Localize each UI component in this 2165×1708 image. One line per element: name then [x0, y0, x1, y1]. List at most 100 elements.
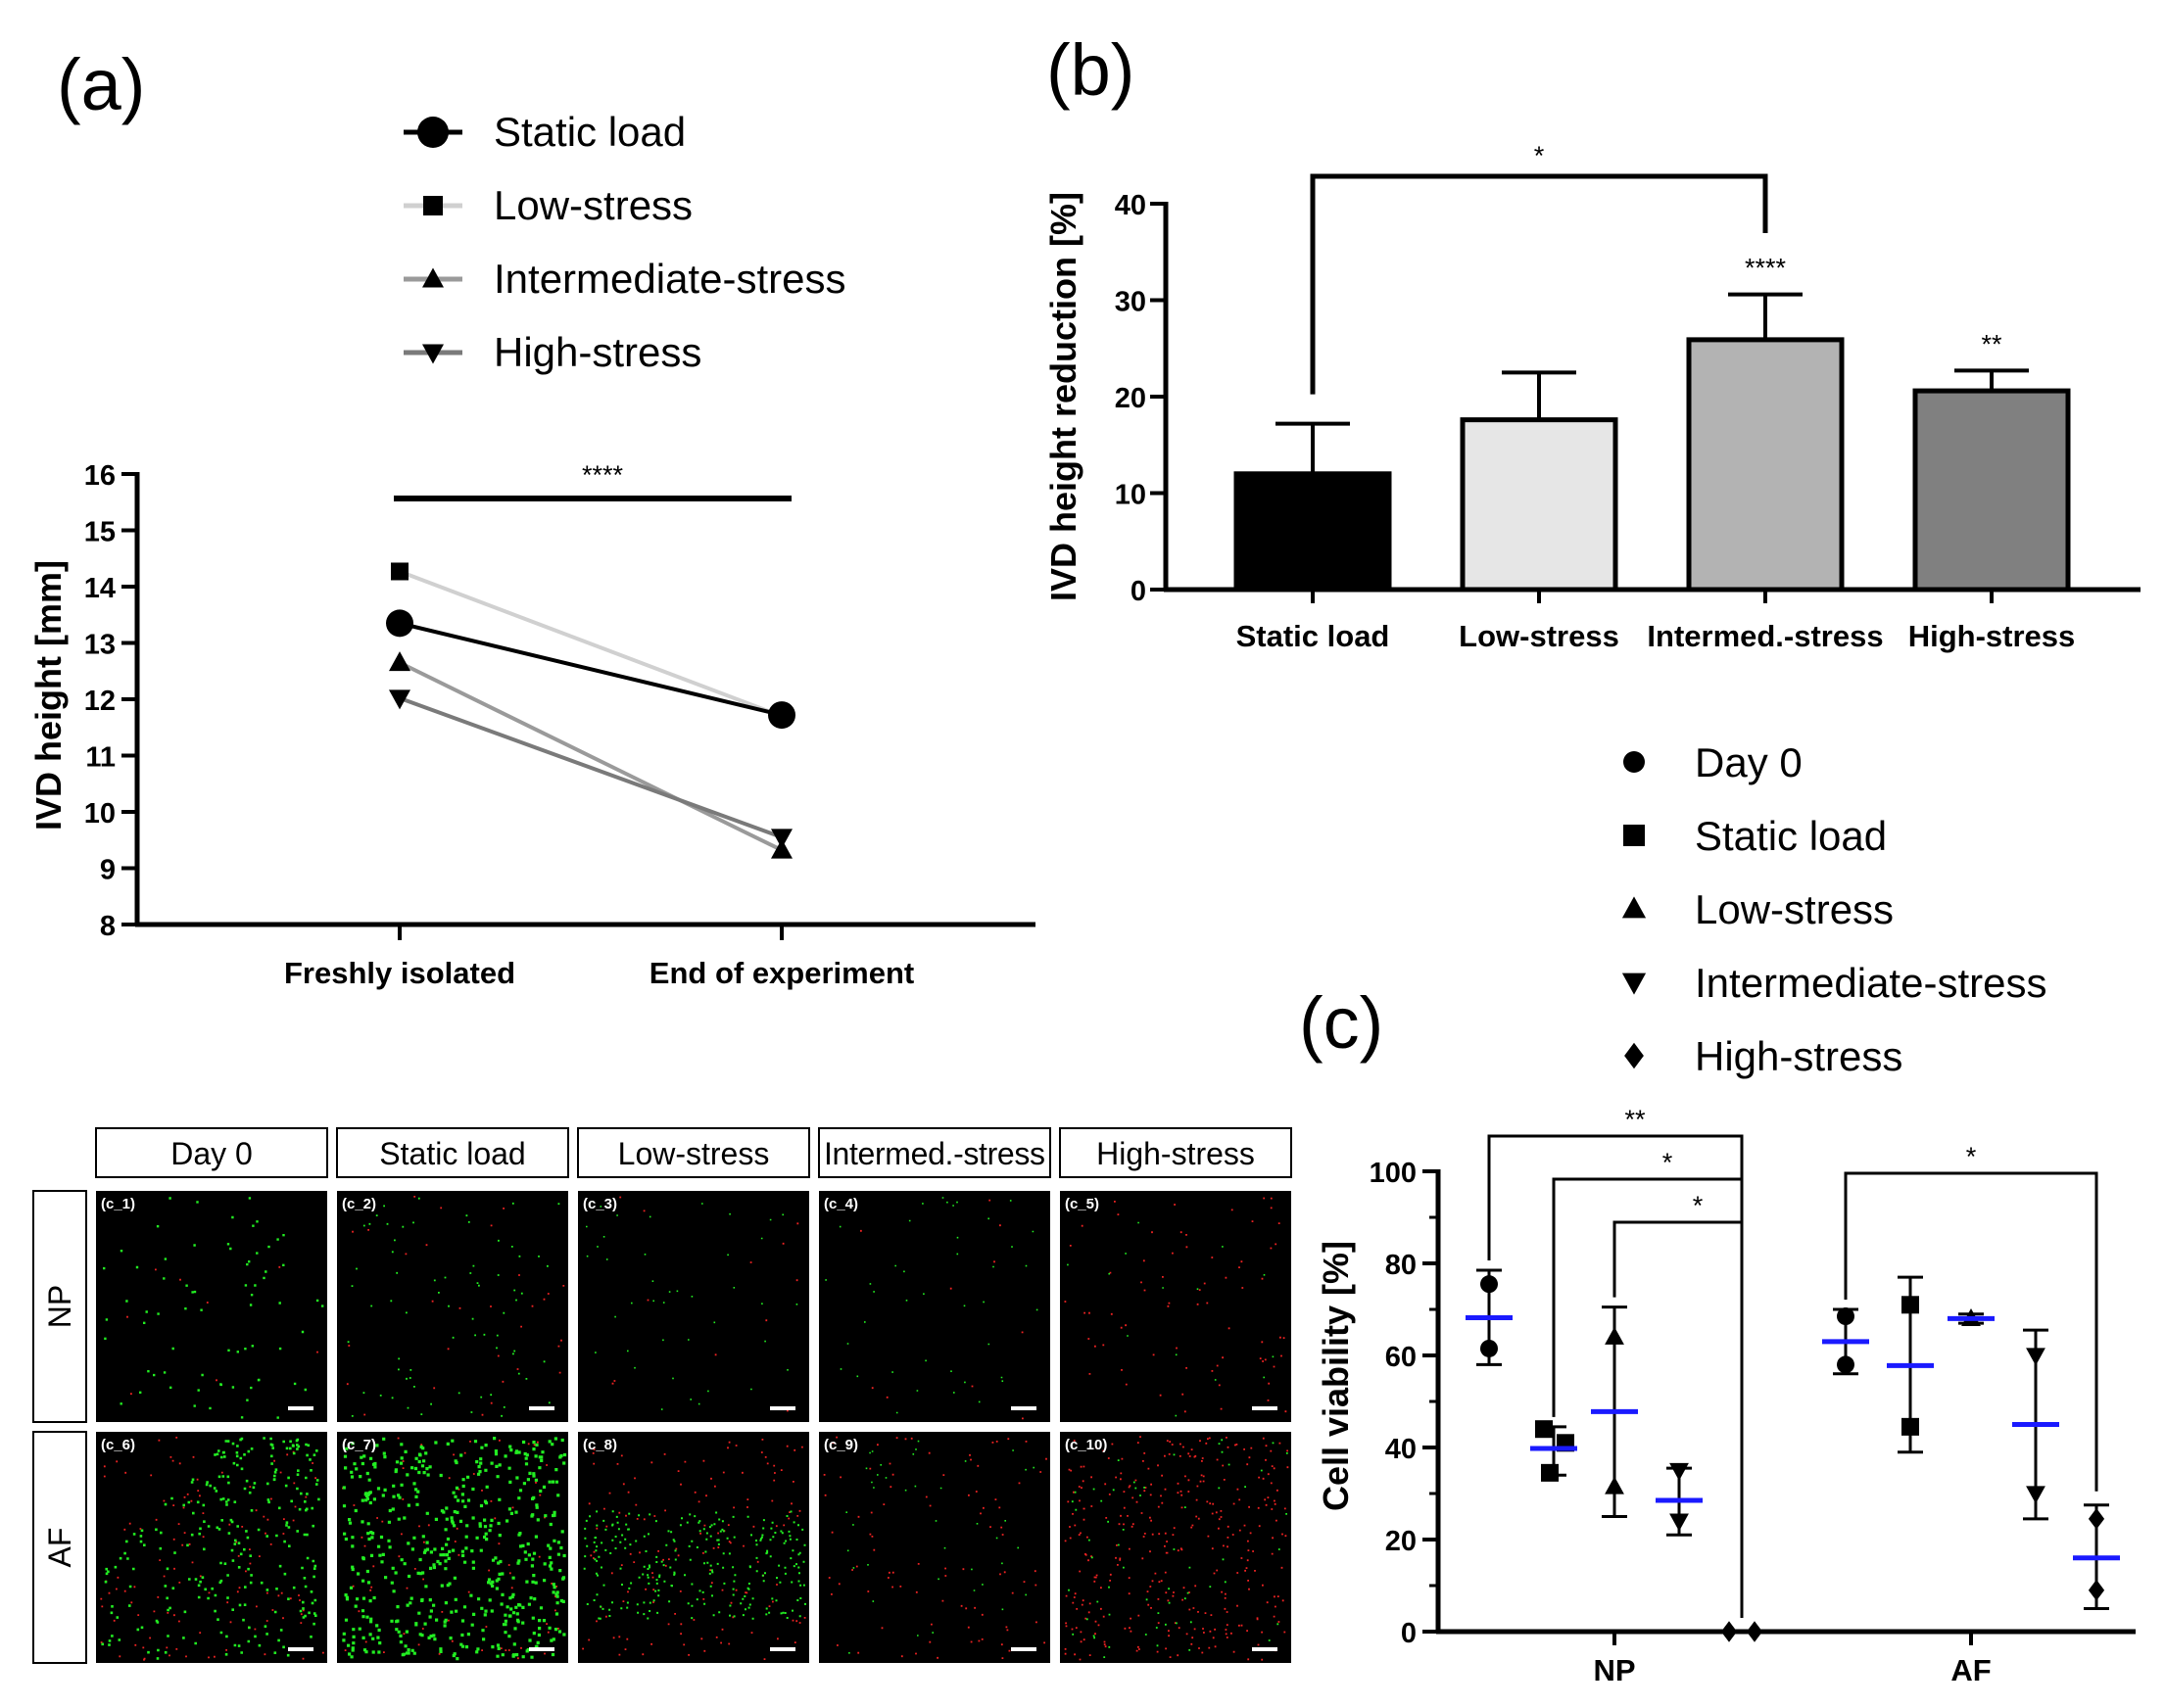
micrograph-background	[578, 1191, 809, 1422]
y-tick-label-2: 40	[1385, 1434, 1417, 1465]
column-header-label-0: Day 0	[170, 1136, 253, 1171]
chart-b-y-axis-title: IVD height reduction [%]	[1043, 192, 1083, 601]
row-header-0	[32, 1190, 87, 1423]
series-1-point-0	[391, 562, 409, 581]
point-NP-3-0	[1669, 1462, 1689, 1481]
point-AF-4-0	[2088, 1508, 2105, 1530]
x-tick-label-0: Static load	[1236, 619, 1390, 653]
x-tick-label-1: End of experiment	[650, 956, 914, 990]
chart-a-y-axis-title: IVD height [mm]	[28, 560, 69, 830]
tile-id-label: (c_8)	[583, 1437, 617, 1453]
scale-bar	[529, 1647, 554, 1651]
micrograph-tile-0-0: (c_1)	[96, 1191, 327, 1422]
micrograph-background	[96, 1432, 327, 1663]
bar-1	[1460, 417, 1618, 593]
column-header-4	[1059, 1127, 1292, 1178]
bracket-label-2: *	[1693, 1191, 1704, 1220]
column-header-label-1: Static load	[379, 1136, 525, 1171]
x-tick-label-3: High-stress	[1908, 619, 2076, 653]
legend-label-2: Intermediate-stress	[494, 256, 845, 302]
tile-id-label: (c_4)	[824, 1196, 858, 1212]
micrograph-tile-0-3: (c_4)	[819, 1191, 1050, 1422]
row-header-1	[32, 1431, 87, 1664]
x-tick-label-1: Low-stress	[1459, 619, 1619, 653]
point-AF-3-0	[2026, 1348, 2045, 1366]
legend-marker-3	[422, 344, 444, 364]
legend-marker-2	[1621, 896, 1647, 919]
bracket-static-intermediate	[1310, 173, 1768, 395]
scale-bar	[1252, 1406, 1277, 1410]
micrograph-background	[96, 1191, 327, 1422]
point-NP-3-1	[1669, 1513, 1689, 1532]
tile-id-label: (c_1)	[101, 1196, 135, 1212]
micrograph-tile-1-1: (c_7)	[337, 1432, 568, 1663]
legend-marker-1	[1623, 825, 1645, 846]
micrograph-background	[337, 1432, 568, 1663]
legend-label-4: High-stress	[1695, 1033, 1902, 1079]
legend-marker-2	[422, 267, 444, 288]
micrograph-tile-0-1: (c_2)	[337, 1191, 568, 1422]
series-0-point-0	[386, 609, 413, 638]
scale-bar	[1252, 1647, 1277, 1651]
row-header-label-0: NP	[42, 1285, 77, 1328]
legend-label-1: Static load	[1695, 813, 1887, 859]
column-header-label-4: High-stress	[1096, 1136, 1255, 1171]
y-tick-label-1: 20	[1385, 1526, 1417, 1557]
chart-c-y-axis-title: Cell viability [%]	[1316, 1241, 1356, 1511]
y-tick-label-0: 8	[100, 911, 116, 942]
legend-marker-0	[1623, 751, 1645, 773]
bracket-label: *	[1534, 141, 1545, 170]
scale-bar	[1011, 1406, 1036, 1410]
micrograph-tile-0-4: (c_5)	[1060, 1191, 1291, 1422]
y-tick-label-2: 10	[84, 798, 116, 830]
x-tick-label-0: Freshly isolated	[284, 956, 515, 990]
y-tick-label-1: 9	[100, 855, 116, 886]
column-header-2	[577, 1127, 810, 1178]
live-cells	[342, 1437, 567, 1661]
series-3-point-1	[771, 829, 793, 849]
micrograph-background	[337, 1191, 568, 1422]
scale-bar	[529, 1406, 554, 1410]
micrograph-background	[1060, 1432, 1291, 1663]
series-line-3	[399, 695, 783, 839]
chart-a-ivd-height: Static load Low-stress Intermediate-stress…	[28, 109, 1035, 990]
bracket-label-0: **	[1624, 1105, 1646, 1134]
tile-id-label: (c_9)	[824, 1437, 858, 1453]
series-line-1	[399, 569, 783, 719]
legend-label-3: High-stress	[494, 329, 701, 375]
y-tick-label-2: 20	[1115, 383, 1146, 414]
point-AF-4-1	[2088, 1579, 2105, 1601]
tile-id-label: (c_6)	[101, 1437, 135, 1453]
y-tick-label-4: 12	[84, 686, 116, 717]
chart-c-axes: 0 20 40 60 80 100 NP AF	[1370, 1158, 2136, 1687]
series-0-point-1	[768, 701, 795, 730]
column-header-0	[95, 1127, 328, 1178]
series-2-point-0	[389, 651, 410, 672]
tile-id-label: (c_10)	[1065, 1437, 1107, 1453]
micrograph-tile-0-2: (c_3)	[578, 1191, 809, 1422]
micrograph-tile-1-3: (c_9)	[819, 1432, 1050, 1663]
panel-label-c: (c)	[1299, 982, 1383, 1064]
series-line-0	[399, 621, 783, 718]
bracket-label-3: *	[1966, 1142, 1977, 1171]
bar-2	[1686, 337, 1845, 593]
chart-b-height-reduction: 0 10 20 30 40 Static load Low-stress Intermed.-…	[1043, 141, 2141, 653]
scale-bar	[288, 1647, 313, 1651]
point-NP-4-0	[1720, 1621, 1738, 1642]
micrograph-tile-1-2: (c_8)	[578, 1432, 809, 1663]
tile-id-label: (c_7)	[342, 1437, 376, 1453]
bracket-2	[1612, 1220, 1744, 1618]
micrograph-background	[1060, 1191, 1291, 1422]
chart-c-points: *****	[1466, 1105, 2120, 1642]
series-2-point-1	[771, 838, 793, 859]
legend-marker-0	[417, 117, 449, 148]
chart-c-legend: Day 0 Static load Low-stress Intermediate-s…	[1621, 739, 2046, 1079]
tile-id-label: (c_5)	[1065, 1196, 1099, 1212]
point-NP-0-1	[1480, 1339, 1498, 1357]
chart-c-cell-viability: Day 0 Static load Low-stress Intermediate-s…	[1316, 739, 2136, 1687]
point-NP-2-1	[1605, 1476, 1624, 1494]
x-tick-label-AF: AF	[1950, 1653, 1991, 1687]
chart-a-axes: 8 9 10 11 12 13 14 15 16 Freshly isolated End of e…	[84, 460, 1035, 990]
point-AF-0-0	[1837, 1307, 1854, 1326]
bar-3-significance: **	[1981, 329, 2002, 358]
